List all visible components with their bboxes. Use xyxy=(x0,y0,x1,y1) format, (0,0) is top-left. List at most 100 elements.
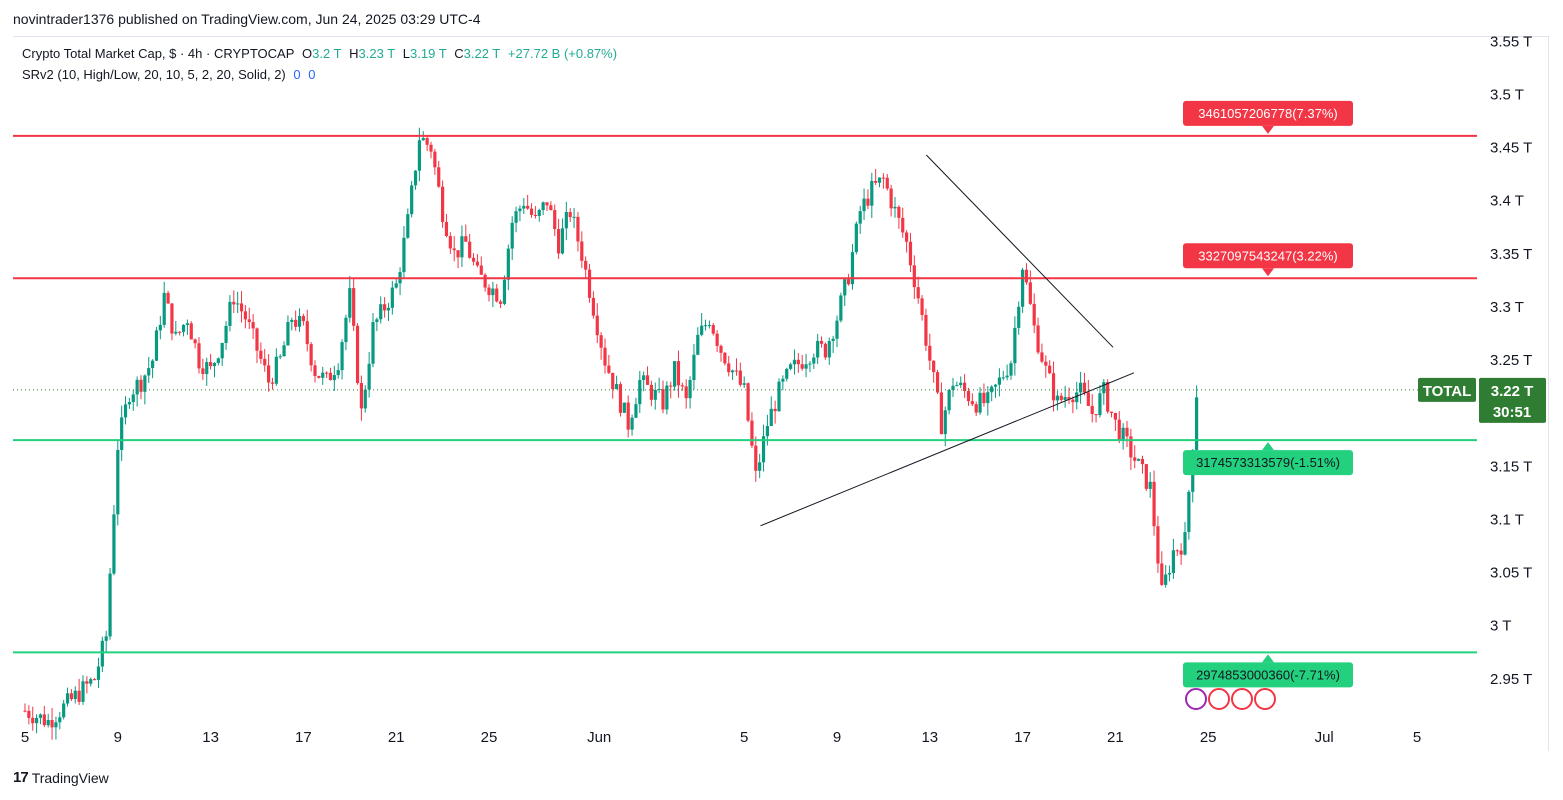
candle-body xyxy=(877,177,882,183)
x-tick-label: 9 xyxy=(833,729,841,746)
candle-body xyxy=(715,333,719,346)
candle-body xyxy=(781,378,785,382)
candle-body xyxy=(1117,419,1121,441)
candle-body xyxy=(259,350,263,359)
candle-body xyxy=(189,323,193,340)
candle-body xyxy=(255,328,259,351)
candle-body xyxy=(1133,457,1137,461)
candle-body xyxy=(935,372,940,393)
candle-body xyxy=(131,394,135,403)
candle-body xyxy=(866,198,870,206)
candle-body xyxy=(1079,382,1083,393)
candle-body xyxy=(1028,282,1032,304)
candle-body xyxy=(1067,397,1071,400)
x-tick-label: 13 xyxy=(921,729,938,746)
candle-body xyxy=(143,375,147,392)
candle-body xyxy=(1164,574,1168,585)
candle-body xyxy=(1167,572,1172,575)
candle-body xyxy=(932,360,936,373)
trendline[interactable] xyxy=(925,154,1114,348)
candle-body xyxy=(340,342,344,371)
candle-body xyxy=(100,640,104,667)
candle-body xyxy=(483,274,487,288)
x-tick-label: 17 xyxy=(295,729,312,746)
ohlc-high: H3.23 T xyxy=(349,46,396,61)
indicator-legend[interactable]: SRv2 (10, High/Low, 20, 10, 5, 2, 20, So… xyxy=(22,67,319,82)
x-tick-label: 17 xyxy=(1014,729,1031,746)
candle-body xyxy=(158,324,162,331)
candle-body xyxy=(127,402,131,405)
candle-body xyxy=(54,722,58,728)
candle-body xyxy=(576,216,580,242)
candle-body xyxy=(947,390,951,411)
candle-body xyxy=(394,283,398,288)
candle-body xyxy=(738,370,742,385)
event-flag-icon[interactable] xyxy=(1231,688,1253,710)
candle-body xyxy=(557,229,561,254)
candle-body xyxy=(402,237,406,273)
x-tick-label: 13 xyxy=(202,729,219,746)
candle-body xyxy=(85,681,89,684)
x-tick-label: Jun xyxy=(587,729,611,746)
candle-body xyxy=(317,375,321,378)
candle-body xyxy=(1113,412,1117,420)
candle-body xyxy=(676,361,681,386)
candle-body xyxy=(905,232,909,242)
candle-body xyxy=(943,410,947,435)
candle-body xyxy=(920,298,924,315)
candle-body xyxy=(437,167,441,187)
candle-body xyxy=(688,380,692,399)
candle-body xyxy=(251,322,255,329)
y-tick-label: 3.45 T xyxy=(1490,140,1532,157)
candle-body xyxy=(1129,436,1133,458)
candle-body xyxy=(599,335,603,348)
tradingview-logo[interactable]: 17 TradingView xyxy=(13,769,109,786)
candle-body xyxy=(267,365,271,383)
candle-body xyxy=(885,177,889,189)
candle-body xyxy=(611,372,615,390)
candle-body xyxy=(96,666,101,680)
candle-body xyxy=(491,288,495,296)
candle-body xyxy=(1179,550,1183,555)
event-flag-icon[interactable] xyxy=(1254,688,1276,710)
candle-body xyxy=(862,198,866,212)
candle-body xyxy=(421,138,425,141)
candle-body xyxy=(139,379,143,392)
candle-body xyxy=(607,365,611,373)
candle-body xyxy=(993,384,998,387)
candle-body xyxy=(278,356,282,358)
candle-body xyxy=(487,287,491,296)
candle-body xyxy=(560,228,565,254)
symbol-tag[interactable] xyxy=(1418,377,1476,402)
last-price-tag[interactable] xyxy=(1479,377,1546,423)
candle-body xyxy=(514,211,518,223)
candle-body xyxy=(645,375,650,385)
candle-body xyxy=(580,241,584,261)
sr-level-pointer xyxy=(1262,442,1274,451)
candle-body xyxy=(468,241,472,258)
trendline[interactable] xyxy=(760,372,1135,527)
y-tick-label: 3 T xyxy=(1490,618,1511,635)
candle-body xyxy=(1175,550,1179,552)
candle-body xyxy=(1195,397,1199,450)
candle-body xyxy=(35,717,39,724)
candle-body xyxy=(769,408,773,427)
candle-body xyxy=(700,325,704,335)
candle-body xyxy=(1187,491,1191,533)
event-flag-icon[interactable] xyxy=(1185,688,1207,710)
candle-body xyxy=(263,358,267,366)
candle-body xyxy=(1001,377,1005,379)
candle-body xyxy=(800,364,804,369)
candle-body xyxy=(65,693,70,704)
candle-body xyxy=(181,324,186,332)
candle-body xyxy=(982,392,986,404)
symbol-legend[interactable]: Crypto Total Market Cap, $ · 4h · CRYPTO… xyxy=(22,46,621,61)
candle-body xyxy=(475,261,479,266)
candle-body xyxy=(1160,563,1164,585)
candle-body xyxy=(847,279,851,285)
candle-body xyxy=(108,573,112,637)
candle-body xyxy=(185,323,189,325)
event-flag-icon[interactable] xyxy=(1208,688,1230,710)
symbol-tag-label: TOTAL xyxy=(1423,383,1472,400)
